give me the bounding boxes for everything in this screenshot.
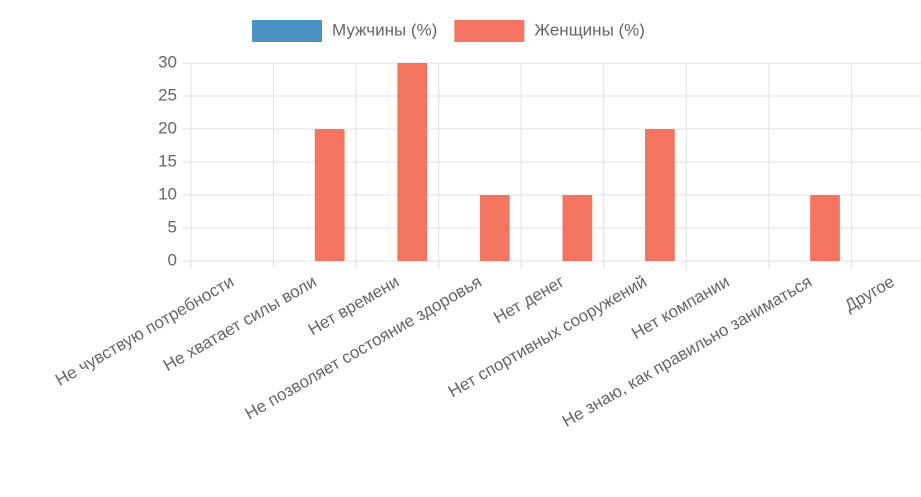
- y-tick-label: 30: [158, 52, 177, 71]
- y-tick-label: 5: [168, 217, 177, 236]
- bar: [397, 63, 428, 261]
- legend-swatch: [252, 20, 322, 42]
- y-tick-label: 20: [158, 118, 177, 137]
- y-tick-label: 15: [158, 151, 177, 170]
- legend-label: Мужчины (%): [332, 20, 437, 39]
- y-tick-label: 0: [168, 250, 177, 269]
- bar: [314, 129, 345, 261]
- bar: [479, 195, 510, 261]
- bar: [645, 129, 675, 261]
- bar: [562, 195, 593, 261]
- x-tick-label: Не хватает силы воли: [160, 272, 320, 375]
- legend-swatch: [454, 20, 525, 42]
- bar: [810, 195, 840, 261]
- x-tick-label: Нет денег: [490, 272, 567, 328]
- legend-label: Женщины (%): [534, 20, 645, 39]
- y-tick-label: 25: [158, 85, 177, 104]
- x-tick-label: Другое: [841, 272, 897, 315]
- y-tick-label: 10: [158, 184, 177, 203]
